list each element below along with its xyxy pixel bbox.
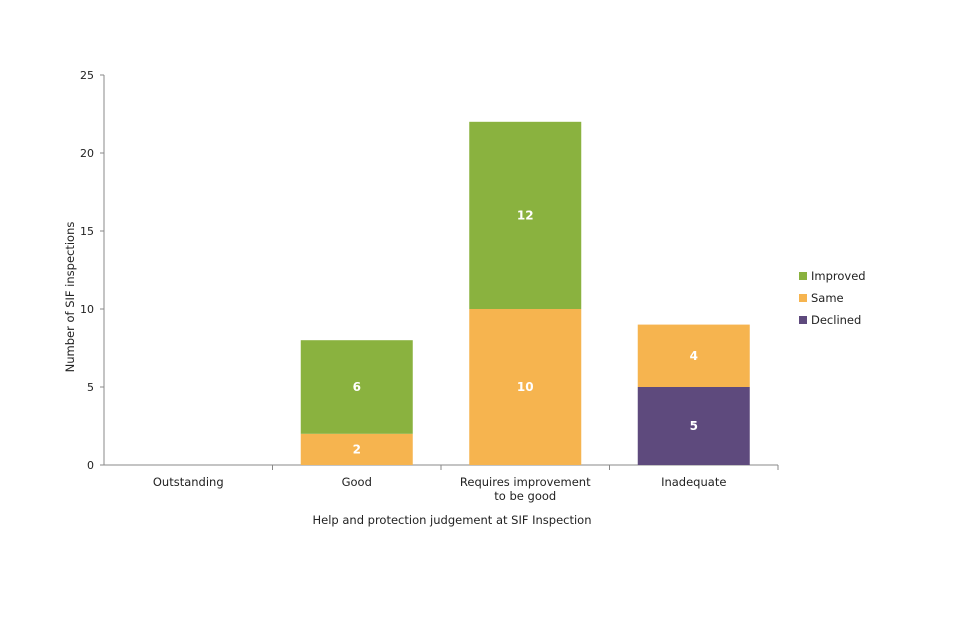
legend-label-same: Same: [811, 291, 844, 305]
y-tick-label: 5: [87, 381, 94, 394]
bar-segment-same: [469, 309, 582, 465]
bar-segment-declined: [637, 387, 750, 465]
legend-label-declined: Declined: [811, 313, 861, 327]
legend-swatch-declined: [799, 316, 807, 324]
y-tick-label: 25: [80, 69, 94, 82]
bar-data-label: 5: [690, 419, 698, 433]
bar-segment-same: [300, 433, 413, 465]
x-category-label: Outstanding: [153, 475, 224, 489]
x-category-label: Requires improvement to be good: [460, 475, 591, 503]
bar-data-label: 6: [353, 380, 361, 394]
y-tick-label: 0: [87, 459, 94, 472]
y-tick-label: 15: [80, 225, 94, 238]
bar-segment-improved: [469, 121, 582, 309]
x-category-label: Inadequate: [661, 475, 726, 489]
y-axis-ticks: 0 5 10 15 20 25: [80, 69, 104, 472]
x-axis-categories: Outstanding Good Requires improvement to be…: [153, 475, 727, 503]
bar-data-label: 12: [517, 208, 534, 222]
y-tick-label: 20: [80, 147, 94, 160]
legend-label-improved: Improved: [811, 269, 866, 283]
chart-bars: 2 6 10 12 5 4: [300, 121, 750, 465]
bar-segment-improved: [300, 340, 413, 434]
bar-data-label: 10: [517, 380, 534, 394]
x-axis-title: Help and protection judgement at SIF Ins…: [312, 513, 591, 527]
y-tick-label: 10: [80, 303, 94, 316]
y-axis-title: Number of SIF inspections: [63, 222, 77, 373]
bar-segment-same: [637, 324, 750, 387]
bar-data-label: 2: [353, 442, 361, 456]
legend-swatch-improved: [799, 272, 807, 280]
legend-swatch-same: [799, 294, 807, 302]
x-category-label: Good: [342, 475, 372, 489]
chart-legend: Improved Same Declined: [799, 269, 866, 327]
bar-data-label: 4: [690, 349, 698, 363]
